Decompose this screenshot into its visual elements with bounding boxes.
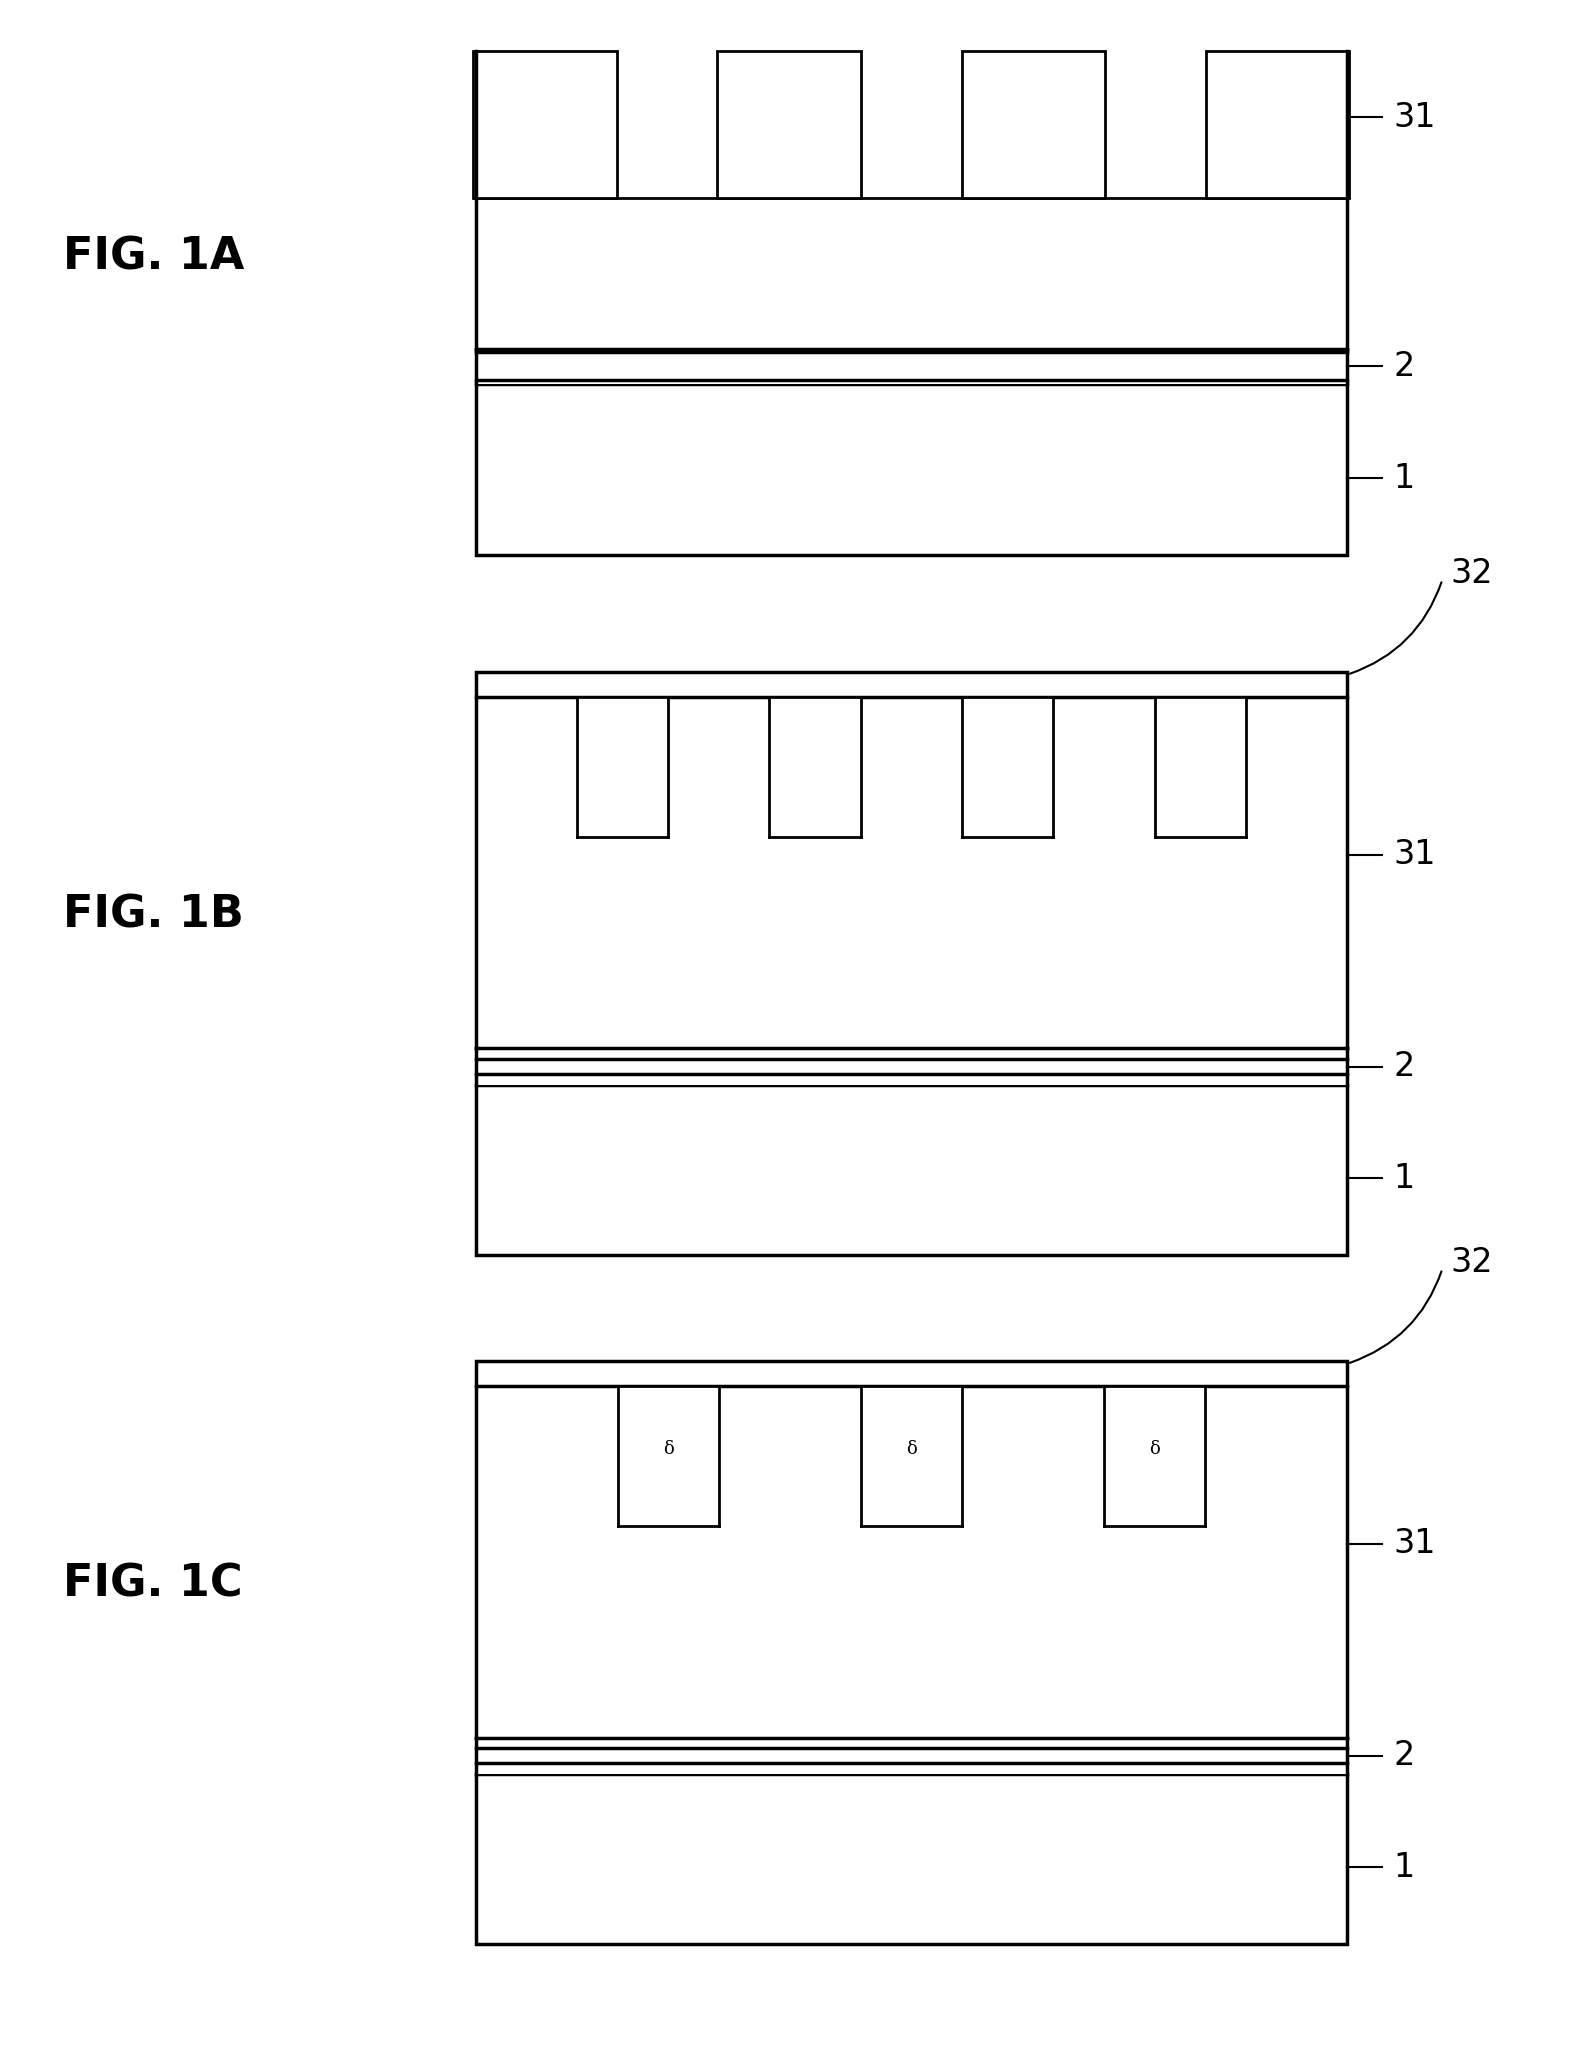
Bar [476, 1386, 1347, 1738]
Text: 2: 2 [1393, 350, 1414, 383]
Text: 32: 32 [1450, 1247, 1493, 1279]
Text: FIG. 1C: FIG. 1C [63, 1563, 243, 1604]
Text: 2: 2 [1393, 1051, 1414, 1084]
Text: 31: 31 [1393, 101, 1436, 134]
Bar [476, 197, 1347, 350]
Bar [962, 51, 1105, 197]
Bar [476, 350, 1347, 385]
Bar [476, 1362, 1347, 1386]
Bar [861, 1386, 962, 1526]
Text: 31: 31 [1393, 1528, 1436, 1561]
Bar [474, 51, 617, 197]
Text: 1: 1 [1393, 1162, 1414, 1195]
Text: 32: 32 [1450, 557, 1493, 590]
Text: 1: 1 [1393, 461, 1414, 496]
Bar [962, 697, 1054, 837]
Text: 2: 2 [1393, 1740, 1414, 1773]
Bar [718, 51, 861, 197]
Bar [476, 1738, 1347, 1773]
Bar [1105, 1386, 1205, 1526]
Bar [1206, 51, 1349, 197]
Bar [577, 697, 669, 837]
Text: FIG. 1B: FIG. 1B [63, 895, 244, 936]
Text: 1: 1 [1393, 1851, 1414, 1884]
Bar [476, 385, 1347, 555]
Bar [476, 1049, 1347, 1084]
Bar [476, 697, 1347, 1049]
Text: FIG. 1A: FIG. 1A [63, 237, 244, 278]
Bar [769, 697, 861, 837]
Bar [476, 673, 1347, 697]
Text: δ: δ [663, 1440, 674, 1458]
Bar [476, 1773, 1347, 1944]
Text: 31: 31 [1393, 839, 1436, 872]
Bar [618, 1386, 718, 1526]
Bar [1154, 697, 1246, 837]
Text: δ: δ [1149, 1440, 1160, 1458]
Bar [476, 1084, 1347, 1255]
Text: δ: δ [907, 1440, 916, 1458]
